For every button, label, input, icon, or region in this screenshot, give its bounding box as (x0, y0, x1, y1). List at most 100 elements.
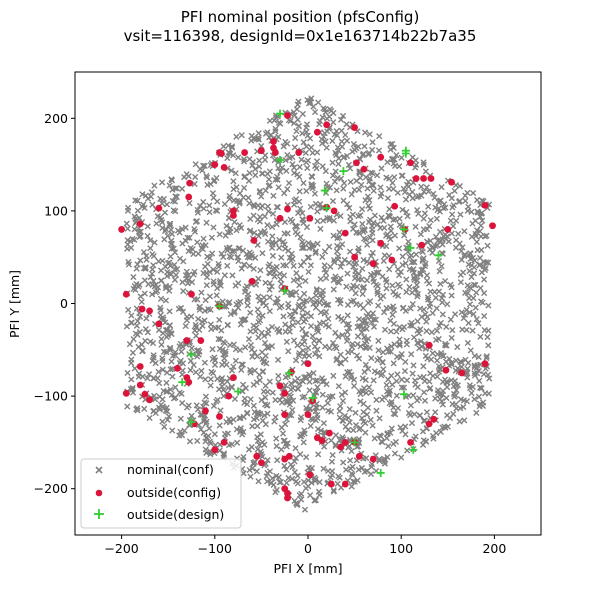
nominal-point (271, 157, 278, 164)
nominal-point (383, 285, 390, 292)
nominal-point (177, 304, 185, 312)
nominal-point (339, 434, 346, 441)
nominal-point (306, 387, 313, 394)
legend: nominal(conf) outside(config) outside(de… (80, 458, 242, 529)
nominal-point (138, 298, 145, 305)
nominal-point (290, 337, 298, 344)
nominal-point (333, 187, 340, 194)
nominal-point (337, 212, 344, 220)
nominal-point (289, 322, 296, 329)
nominal-point (150, 262, 157, 269)
nominal-point (195, 315, 202, 323)
nominal-point (472, 282, 479, 289)
nominal-point (223, 222, 230, 230)
nominal-point (140, 201, 147, 208)
nominal-point (437, 280, 444, 288)
nominal-point (241, 261, 248, 268)
nominal-point (159, 355, 166, 362)
legend-label-nominal: nominal(conf) (127, 462, 214, 477)
nominal-point (264, 388, 271, 395)
nominal-point (301, 506, 309, 513)
nominal-point (296, 282, 303, 289)
outside-config-point (388, 256, 396, 264)
outside-config-point (225, 392, 233, 400)
outside-design-point (276, 155, 285, 164)
nominal-point (438, 349, 445, 357)
nominal-point (451, 377, 459, 385)
nominal-point (238, 366, 245, 373)
outside-config-point (146, 307, 153, 315)
nominal-point (124, 207, 132, 214)
nominal-point (305, 239, 312, 247)
nominal-point (313, 158, 321, 165)
nominal-point (278, 446, 285, 453)
nominal-point (299, 313, 306, 320)
y-axis: −200 −100 0 100 200 (34, 111, 75, 496)
outside-config-point (136, 381, 144, 389)
nominal-point (483, 354, 490, 362)
x-tick-label: −100 (198, 541, 232, 556)
nominal-point (369, 170, 376, 177)
nominal-point (444, 301, 451, 308)
nominal-point (379, 370, 386, 378)
nominal-point (261, 401, 269, 408)
nominal-point (256, 188, 263, 196)
nominal-point (252, 172, 259, 179)
nominal-point (312, 249, 319, 257)
nominal-point (201, 263, 209, 270)
nominal-point (262, 152, 269, 159)
nominal-point (139, 191, 146, 198)
nominal-point (300, 258, 307, 266)
legend-marker-nominal (95, 466, 103, 474)
nominal-point (317, 427, 325, 434)
outside-design-point (187, 350, 196, 359)
nominal-point (220, 143, 227, 150)
nominal-point (408, 351, 415, 358)
nominal-point (133, 305, 140, 312)
nominal-point (255, 410, 262, 418)
nominal-point (319, 163, 326, 170)
nominal-point (474, 247, 481, 254)
nominal-point (284, 186, 291, 193)
nominal-point (246, 254, 253, 261)
nominal-point (325, 315, 332, 322)
nominal-point (311, 190, 319, 197)
nominal-point (185, 248, 192, 255)
nominal-point (355, 355, 363, 362)
nominal-point (427, 217, 434, 224)
nominal-point (194, 209, 201, 216)
nominal-point (451, 187, 458, 195)
nominal-point (224, 322, 231, 329)
nominal-point (308, 183, 315, 190)
nominal-point (232, 282, 239, 289)
nominal-point (342, 373, 349, 380)
nominal-point (282, 157, 289, 164)
nominal-point (299, 130, 306, 137)
nominal-point (398, 384, 405, 391)
nominal-point (433, 215, 440, 222)
outside-config-point (258, 459, 265, 467)
nominal-point (239, 361, 246, 368)
nominal-point (206, 254, 213, 262)
nominal-point (447, 217, 454, 224)
nominal-point (396, 342, 403, 349)
nominal-point (350, 427, 357, 434)
nominal-point (362, 174, 370, 181)
nominal-point (320, 217, 327, 224)
nominal-point (434, 351, 441, 358)
nominal-point (441, 376, 449, 383)
nominal-point (319, 404, 326, 411)
nominal-point (241, 316, 248, 323)
nominal-point (452, 367, 459, 374)
nominal-point (307, 313, 315, 320)
outside-config-point (420, 175, 427, 182)
nominal-point (238, 361, 245, 368)
nominal-point (203, 172, 210, 180)
nominal-point (440, 353, 447, 360)
nominal-point (305, 268, 312, 275)
nominal-point (396, 283, 403, 290)
nominal-point (247, 473, 254, 480)
nominal-point (255, 311, 262, 319)
outside-config-point (489, 222, 496, 230)
nominal-point (409, 300, 416, 308)
